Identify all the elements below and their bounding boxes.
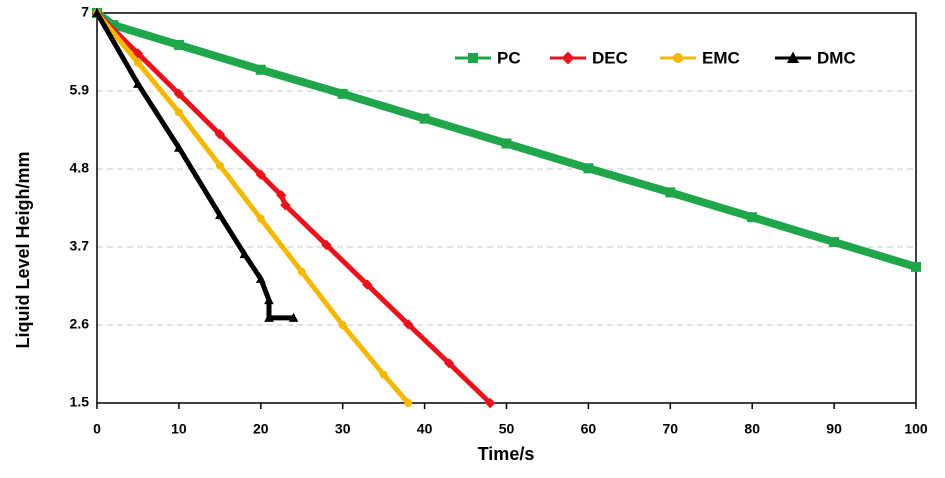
data-point: [174, 142, 184, 152]
legend-marker: [468, 53, 478, 63]
legend-marker: [561, 51, 575, 65]
data-point: [403, 319, 414, 330]
data-point: [321, 239, 332, 251]
series-line: [94, 9, 918, 271]
x-tick-label: 0: [93, 421, 101, 437]
data-point: [911, 261, 921, 272]
y-tick-label: 4.8: [70, 160, 90, 176]
data-point: [665, 187, 676, 198]
data-point: [276, 190, 287, 201]
series-line: [94, 11, 294, 321]
data-point: [419, 113, 430, 124]
data-point: [501, 138, 512, 149]
x-tick-label: 100: [904, 421, 928, 437]
data-point: [256, 273, 266, 283]
legend-label: PC: [497, 48, 521, 67]
legend-marker: [673, 53, 683, 63]
x-axis-title: Time/s: [478, 444, 535, 464]
data-point: [297, 267, 306, 276]
series-line: [95, 11, 492, 405]
data-point: [256, 214, 265, 223]
data-point: [747, 212, 758, 223]
data-point: [379, 370, 388, 379]
y-tick-label: 2.6: [70, 316, 90, 332]
data-point: [829, 237, 840, 248]
y-tick-label: 7: [81, 4, 89, 20]
y-axis-title: Liquid Level Heigh/mm: [13, 151, 33, 348]
data-point: [92, 7, 102, 17]
x-tick-label: 60: [581, 421, 597, 437]
data-point: [583, 163, 594, 174]
series-line: [95, 11, 411, 405]
x-tick-label: 80: [744, 421, 760, 437]
data-point: [288, 312, 299, 322]
legend-label: DEC: [592, 48, 628, 67]
x-tick-label: 70: [663, 421, 679, 437]
data-point: [239, 248, 250, 259]
legend-label: EMC: [702, 48, 740, 67]
data-point: [404, 399, 413, 407]
data-point: [484, 397, 496, 409]
legend-label: DMC: [817, 48, 856, 67]
y-tick-label: 5.9: [70, 82, 90, 98]
data-point: [173, 39, 184, 50]
data-point: [443, 358, 455, 369]
data-point: [133, 78, 143, 88]
x-tick-label: 40: [417, 421, 433, 437]
data-point: [214, 129, 226, 140]
x-tick-label: 30: [335, 421, 351, 437]
x-tick-label: 20: [253, 421, 269, 437]
data-point: [280, 199, 291, 211]
data-point: [133, 58, 142, 67]
data-point: [338, 321, 347, 329]
plot-frame: [96, 12, 917, 404]
data-point: [215, 209, 225, 220]
data-point: [255, 64, 266, 75]
data-point: [255, 169, 266, 180]
x-tick-label: 90: [826, 421, 842, 437]
x-tick-label: 10: [171, 421, 187, 437]
x-tick-label: 50: [499, 421, 515, 437]
data-point: [264, 294, 274, 305]
y-tick-label: 3.7: [70, 238, 90, 254]
data-point: [215, 161, 224, 170]
data-point: [264, 312, 274, 322]
data-point: [362, 279, 373, 290]
data-point: [108, 20, 119, 31]
data-point: [337, 88, 348, 99]
y-tick-label: 1.5: [70, 394, 90, 410]
data-point: [174, 108, 183, 117]
data-point: [173, 88, 185, 100]
legend-marker: [787, 51, 799, 63]
